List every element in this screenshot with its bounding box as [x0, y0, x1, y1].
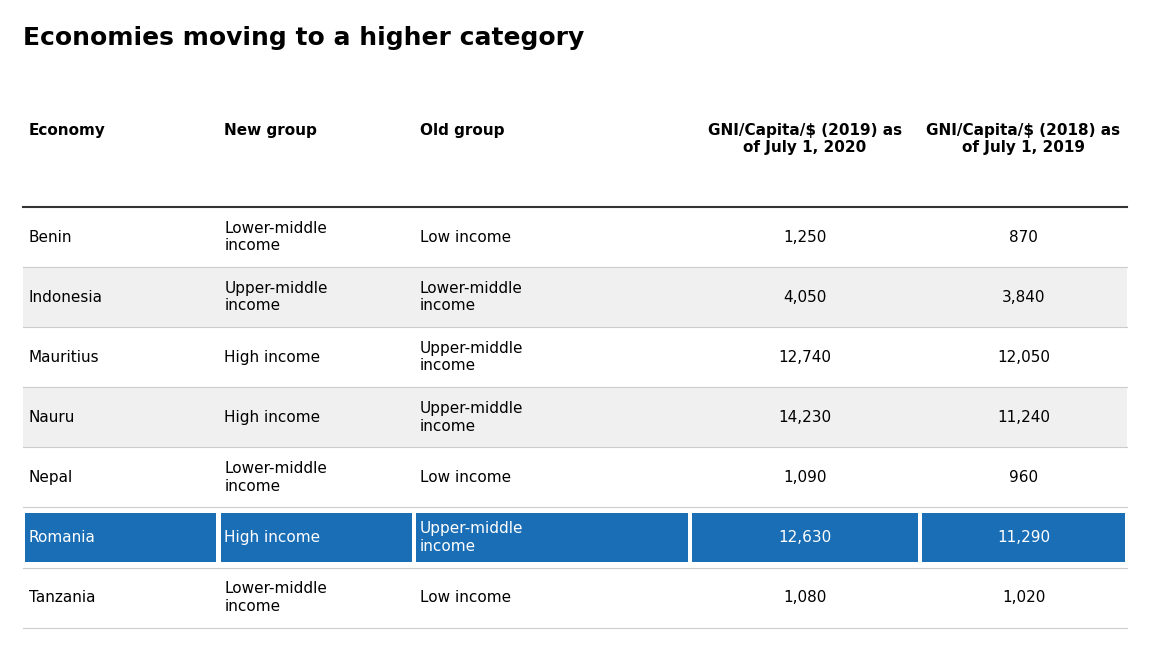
Text: Tanzania: Tanzania [29, 590, 95, 605]
Text: 3,840: 3,840 [1002, 290, 1045, 305]
Text: Economies moving to a higher category: Economies moving to a higher category [23, 26, 584, 50]
Text: Low income: Low income [420, 590, 511, 605]
Text: Upper-middle
income: Upper-middle income [224, 281, 328, 313]
Text: Benin: Benin [29, 230, 72, 245]
Text: 870: 870 [1009, 230, 1038, 245]
Text: 12,740: 12,740 [779, 350, 831, 365]
Text: Romania: Romania [29, 530, 95, 545]
Text: GNI/Capita/$ (2019) as
of July 1, 2020: GNI/Capita/$ (2019) as of July 1, 2020 [708, 123, 902, 155]
Text: Upper-middle
income: Upper-middle income [420, 401, 523, 433]
Text: 960: 960 [1009, 470, 1038, 485]
Text: Lower-middle
income: Lower-middle income [420, 281, 522, 313]
Text: High income: High income [224, 410, 321, 425]
Text: Upper-middle
income: Upper-middle income [420, 521, 523, 554]
Text: 1,080: 1,080 [783, 590, 827, 605]
Text: High income: High income [224, 350, 321, 365]
Text: Nauru: Nauru [29, 410, 75, 425]
Text: 1,090: 1,090 [783, 470, 827, 485]
Text: 4,050: 4,050 [783, 290, 827, 305]
Text: Nepal: Nepal [29, 470, 72, 485]
Text: 1,020: 1,020 [1002, 590, 1045, 605]
Text: Mauritius: Mauritius [29, 350, 99, 365]
Text: 12,630: 12,630 [779, 530, 831, 545]
Text: 11,290: 11,290 [997, 530, 1050, 545]
Text: 14,230: 14,230 [779, 410, 831, 425]
Text: GNI/Capita/$ (2018) as
of July 1, 2019: GNI/Capita/$ (2018) as of July 1, 2019 [927, 123, 1120, 155]
Text: Lower-middle
income: Lower-middle income [224, 582, 327, 614]
Text: 12,050: 12,050 [997, 350, 1050, 365]
Text: Low income: Low income [420, 230, 511, 245]
Text: 1,250: 1,250 [783, 230, 827, 245]
Text: High income: High income [224, 530, 321, 545]
Text: Old group: Old group [420, 123, 504, 138]
Text: Indonesia: Indonesia [29, 290, 102, 305]
Text: Low income: Low income [420, 470, 511, 485]
Text: Lower-middle
income: Lower-middle income [224, 461, 327, 494]
Text: New group: New group [224, 123, 317, 138]
Text: Upper-middle
income: Upper-middle income [420, 341, 523, 373]
Text: Economy: Economy [29, 123, 106, 138]
Text: Lower-middle
income: Lower-middle income [224, 221, 327, 253]
Text: 11,240: 11,240 [997, 410, 1050, 425]
